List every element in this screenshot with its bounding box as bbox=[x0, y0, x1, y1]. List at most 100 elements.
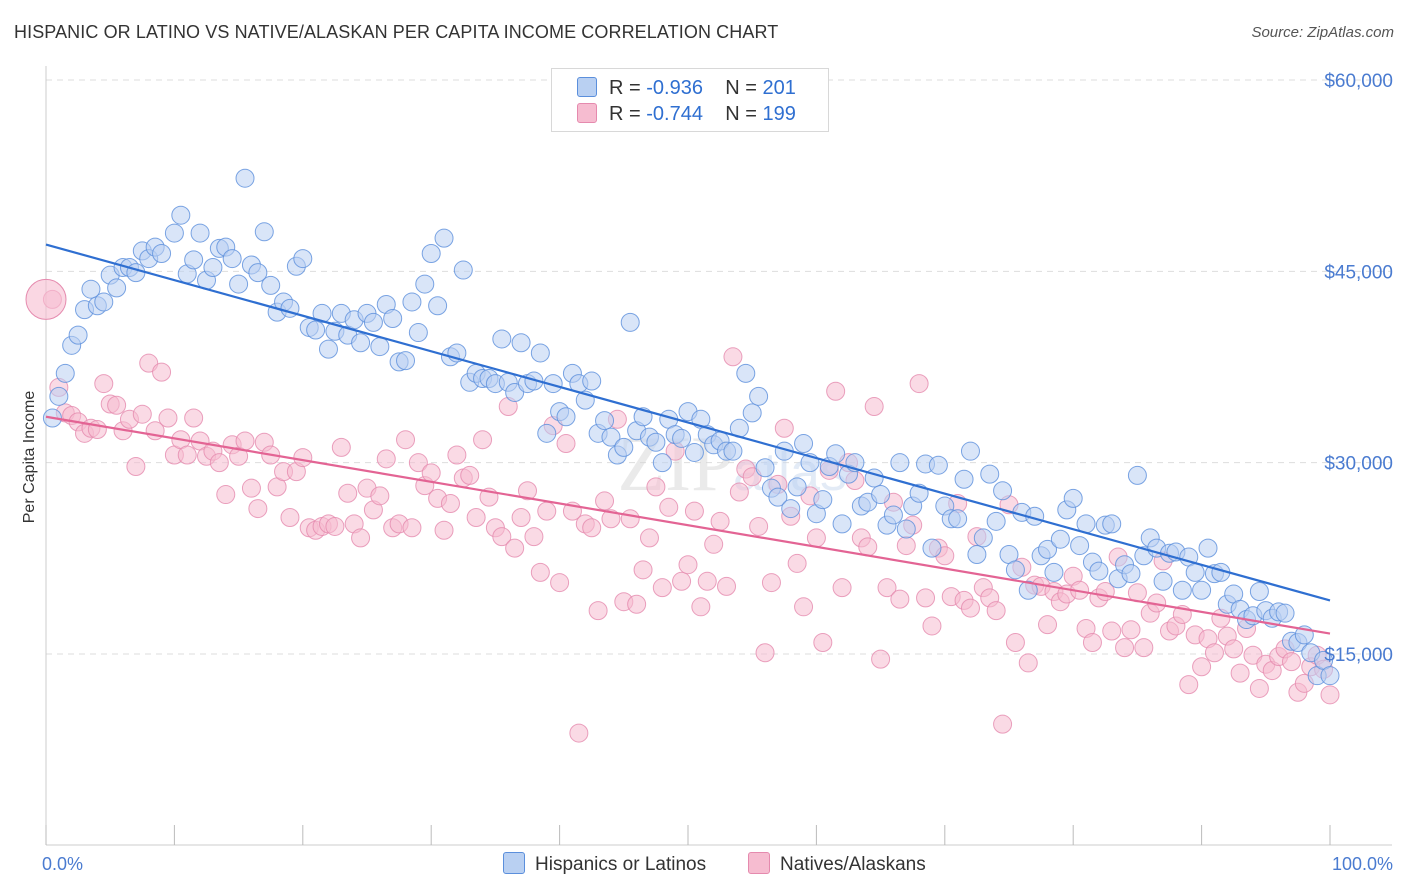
point-natives bbox=[1038, 615, 1058, 635]
y-tick-label: $45,000 bbox=[1324, 262, 1393, 283]
point-hispanics bbox=[813, 490, 833, 510]
point-natives bbox=[126, 456, 146, 476]
trend-line-hispanics bbox=[45, 243, 1331, 602]
point-natives bbox=[729, 482, 749, 502]
legend-n-value: 199 bbox=[762, 103, 796, 125]
point-hispanics bbox=[601, 427, 621, 447]
legend-swatch-blue bbox=[577, 77, 597, 97]
point-natives bbox=[152, 362, 172, 382]
point-hispanics bbox=[248, 263, 268, 283]
point-hispanics bbox=[1089, 561, 1109, 581]
point-hispanics bbox=[1005, 560, 1025, 580]
point-natives bbox=[588, 601, 608, 621]
point-natives bbox=[421, 463, 441, 483]
x-tick-label-min: 0.0% bbox=[42, 854, 83, 874]
point-natives bbox=[832, 578, 852, 598]
point-natives bbox=[993, 714, 1013, 734]
point-natives bbox=[806, 528, 826, 548]
point-natives bbox=[659, 497, 679, 517]
point-hispanics bbox=[742, 403, 762, 423]
point-hispanics bbox=[749, 386, 769, 406]
point-hispanics bbox=[1320, 666, 1340, 686]
point-hispanics bbox=[736, 363, 756, 383]
point-natives bbox=[909, 374, 929, 394]
point-hispanics bbox=[986, 511, 1006, 531]
legend-swatch-pink bbox=[577, 103, 597, 123]
bottom-legend-label: Natives/Alaskans bbox=[780, 854, 926, 875]
point-hispanics bbox=[68, 325, 88, 345]
point-hispanics bbox=[684, 442, 704, 462]
stats-legend: R = -0.936 N = 201 R = -0.744 N = 199 bbox=[551, 68, 829, 132]
point-hispanics bbox=[434, 228, 454, 248]
point-hispanics bbox=[723, 441, 743, 461]
point-hispanics bbox=[254, 222, 274, 242]
point-natives bbox=[569, 723, 589, 743]
point-hispanics bbox=[94, 292, 114, 312]
point-natives bbox=[248, 499, 268, 519]
point-hispanics bbox=[871, 485, 891, 505]
point-natives bbox=[1281, 652, 1301, 672]
legend-row-hispanics: R = -0.936 N = 201 bbox=[577, 77, 796, 103]
point-hispanics bbox=[890, 453, 910, 473]
point-hispanics bbox=[171, 205, 191, 225]
point-hispanics bbox=[107, 278, 127, 298]
point-hispanics bbox=[81, 279, 101, 299]
bottom-legend-swatch-pink bbox=[748, 852, 770, 874]
point-natives bbox=[826, 381, 846, 401]
point-hispanics bbox=[672, 428, 692, 448]
point-hispanics bbox=[1192, 580, 1212, 600]
point-hispanics bbox=[948, 509, 968, 529]
point-hispanics bbox=[755, 458, 775, 478]
point-natives bbox=[370, 486, 390, 506]
point-natives bbox=[184, 408, 204, 428]
point-natives bbox=[408, 453, 428, 473]
point-natives bbox=[761, 573, 781, 593]
point-natives bbox=[774, 418, 794, 438]
point-hispanics bbox=[1102, 514, 1122, 534]
point-hispanics bbox=[49, 386, 69, 406]
point-natives bbox=[235, 431, 255, 451]
point-hispanics bbox=[1038, 539, 1058, 559]
point-hispanics bbox=[1198, 538, 1218, 558]
point-natives bbox=[396, 430, 416, 450]
point-natives-large bbox=[25, 278, 67, 320]
point-natives bbox=[749, 516, 769, 536]
point-natives bbox=[94, 374, 114, 394]
point-natives bbox=[1224, 639, 1244, 659]
y-tick-label: $30,000 bbox=[1324, 454, 1393, 475]
point-natives bbox=[1134, 638, 1154, 658]
point-hispanics bbox=[826, 444, 846, 464]
point-hispanics bbox=[190, 223, 210, 243]
point-natives bbox=[620, 509, 640, 529]
series-hispanics-points bbox=[42, 168, 1340, 686]
point-natives bbox=[331, 437, 351, 457]
legend-n-label: N = bbox=[725, 77, 757, 99]
point-natives bbox=[505, 538, 525, 558]
point-hispanics bbox=[537, 423, 557, 443]
point-natives bbox=[209, 453, 229, 473]
point-hispanics bbox=[794, 434, 814, 454]
point-natives bbox=[1115, 638, 1135, 658]
point-hispanics bbox=[980, 464, 1000, 484]
point-hispanics bbox=[582, 371, 602, 391]
point-hispanics bbox=[973, 528, 993, 548]
y-tick-label: $60,000 bbox=[1324, 71, 1393, 92]
point-hispanics bbox=[832, 514, 852, 534]
point-hispanics bbox=[614, 437, 634, 457]
point-natives bbox=[280, 508, 300, 528]
point-hispanics bbox=[1018, 580, 1038, 600]
legend-r-value: -0.936 bbox=[646, 77, 703, 99]
point-hispanics bbox=[1044, 562, 1064, 582]
point-natives bbox=[158, 408, 178, 428]
point-natives bbox=[723, 347, 743, 367]
point-hispanics bbox=[595, 411, 615, 431]
point-natives bbox=[787, 553, 807, 573]
point-hispanics bbox=[222, 249, 242, 269]
x-tick-labels: 0.0% 100.0% bbox=[42, 854, 1393, 874]
point-natives bbox=[864, 397, 884, 417]
point-hispanics bbox=[556, 407, 576, 427]
point-natives bbox=[1018, 653, 1038, 673]
chart-title: HISPANIC OR LATINO VS NATIVE/ALASKAN PER… bbox=[14, 22, 779, 42]
point-hispanics bbox=[184, 250, 204, 270]
point-natives bbox=[107, 395, 127, 415]
